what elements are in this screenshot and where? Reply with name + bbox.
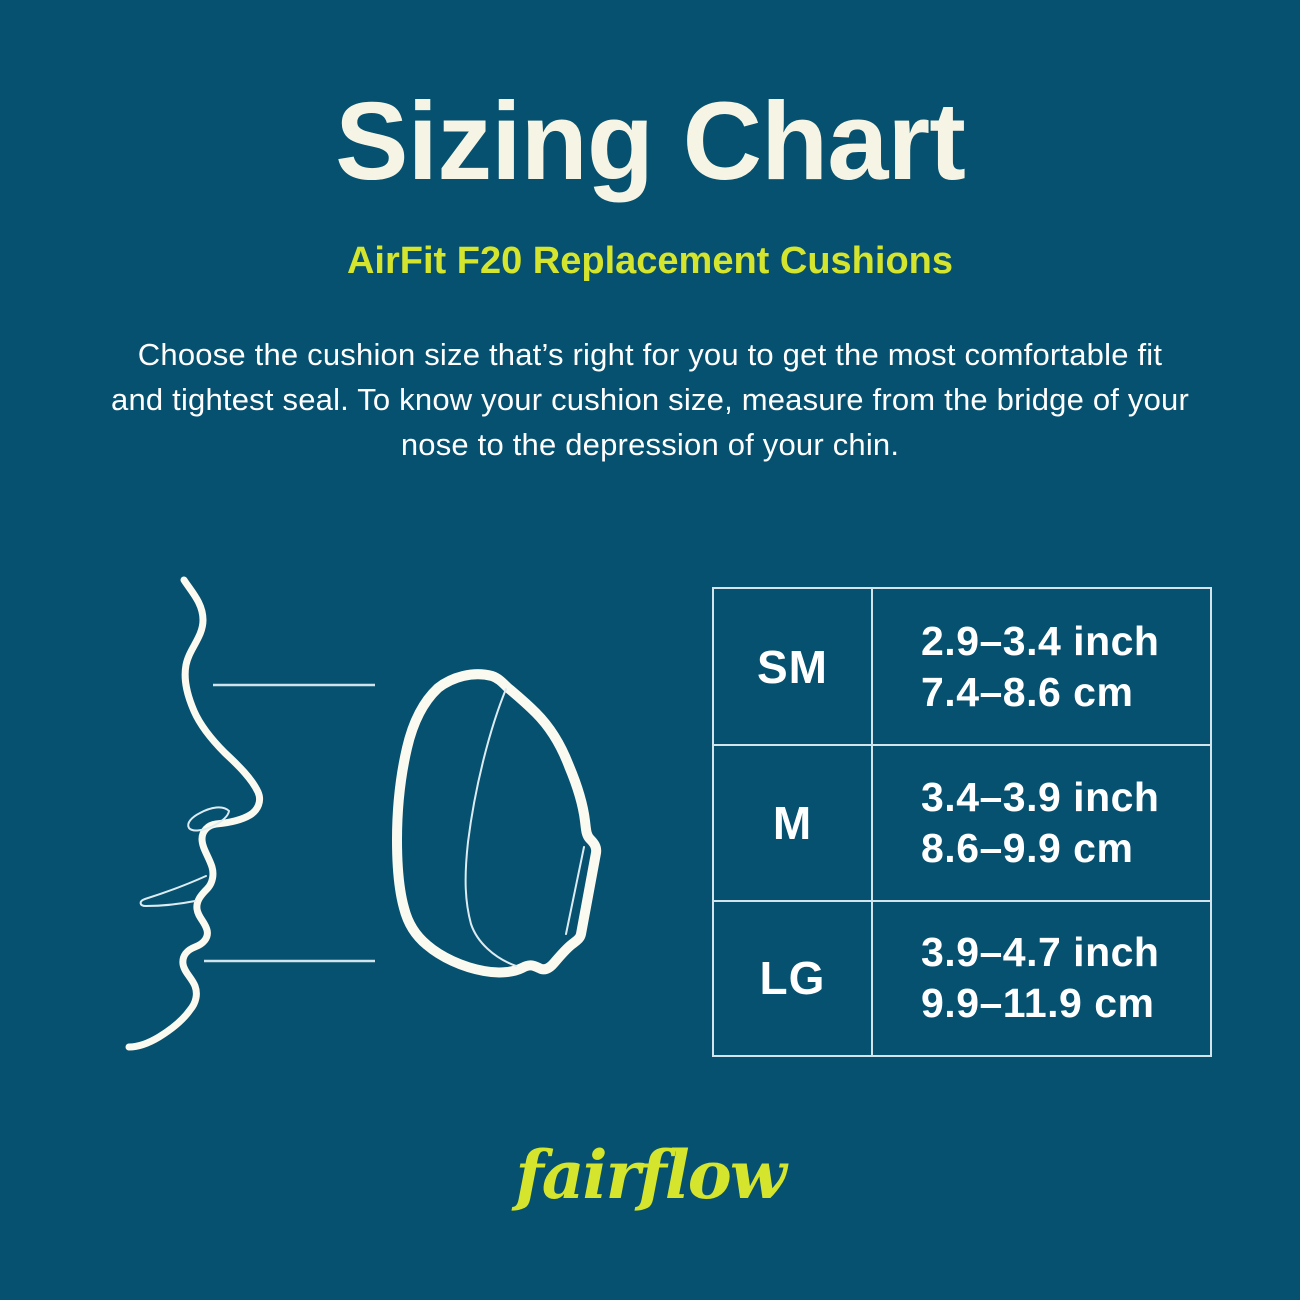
cushion-crease-line <box>464 688 517 967</box>
range-cm: 9.9–11.9 cm <box>921 980 1155 1027</box>
face-profile-line <box>125 576 264 1051</box>
table-row: SM 2.9–3.4 inch 7.4–8.6 cm <box>714 589 1210 745</box>
size-range-lg: 3.9–4.7 inch 9.9–11.9 cm <box>873 902 1210 1055</box>
product-subtitle: AirFit F20 Replacement Cushions <box>346 240 953 282</box>
description-text: Choose the cushion size that’s right for… <box>111 337 1189 462</box>
table-row: M 3.4–3.9 inch 8.6–9.9 cm <box>714 744 1210 900</box>
brand-logo: fairflow <box>515 1136 786 1214</box>
table-row: LG 3.9–4.7 inch 9.9–11.9 cm <box>714 899 1210 1055</box>
cushion-flange-line <box>565 846 585 935</box>
size-range-m: 3.4–3.9 inch 8.6–9.9 cm <box>873 746 1210 899</box>
range-inch: 3.9–4.7 inch <box>921 929 1160 976</box>
lips-line <box>139 875 207 908</box>
page-title: Sizing Chart <box>335 80 966 203</box>
size-table: SM 2.9–3.4 inch 7.4–8.6 cm M 3.4–3.9 inc… <box>712 587 1212 1057</box>
measurement-illustration <box>85 548 645 1093</box>
size-label-m: M <box>714 746 873 900</box>
range-inch: 3.4–3.9 inch <box>921 773 1160 820</box>
face-and-cushion-drawing <box>125 576 602 1051</box>
nostril-line <box>187 806 230 832</box>
size-label-lg: LG <box>714 901 873 1055</box>
cushion-outline <box>392 669 602 978</box>
size-label-sm: SM <box>714 589 873 745</box>
range-cm: 7.4–8.6 cm <box>921 668 1134 715</box>
range-inch: 2.9–3.4 inch <box>921 617 1160 664</box>
size-range-sm: 2.9–3.4 inch 7.4–8.6 cm <box>873 589 1210 744</box>
range-cm: 8.6–9.9 cm <box>921 824 1134 871</box>
